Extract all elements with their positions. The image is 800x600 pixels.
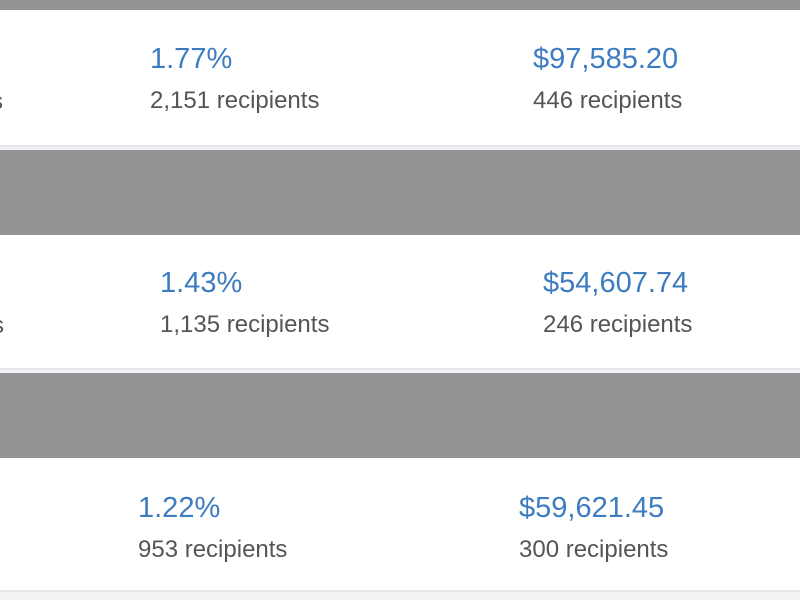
revenue-value: $97,585.20 (533, 43, 679, 75)
section-separator (0, 150, 800, 235)
truncated-text: s (0, 88, 3, 116)
revenue-stat: $54,607.74 246 recipients (543, 267, 692, 339)
revenue-recipients: 446 recipients (533, 87, 683, 114)
revenue-recipients: 300 recipients (519, 536, 669, 563)
revenue-stat: $97,585.20 446 recipients (533, 43, 682, 115)
revenue-value: $59,621.45 (519, 492, 665, 524)
rate-recipients: 1,135 recipients (160, 311, 330, 338)
campaign-row[interactable]: 1.22% 953 recipients $59,621.45 300 reci… (0, 458, 800, 592)
rate-value: 1.43% (160, 267, 243, 299)
campaign-row[interactable]: s 1.43% 1,135 recipients $54,607.74 246 … (0, 235, 800, 370)
rate-stat: 1.22% 953 recipients (138, 492, 287, 564)
rate-value: 1.77% (150, 43, 233, 75)
rate-value: 1.22% (138, 492, 221, 524)
revenue-value: $54,607.74 (543, 267, 689, 299)
rate-recipients: 2,151 recipients (150, 87, 320, 114)
rate-stat: 1.43% 1,135 recipients (160, 267, 329, 339)
revenue-stat: $59,621.45 300 recipients (519, 492, 668, 564)
rate-recipients: 953 recipients (138, 536, 288, 563)
revenue-recipients: 246 recipients (543, 311, 693, 338)
section-separator (0, 373, 800, 458)
truncated-text: s (0, 312, 4, 340)
rate-stat: 1.77% 2,151 recipients (150, 43, 319, 115)
section-separator (0, 0, 800, 10)
campaign-row[interactable]: s 1.77% 2,151 recipients $97,585.20 446 … (0, 10, 800, 147)
